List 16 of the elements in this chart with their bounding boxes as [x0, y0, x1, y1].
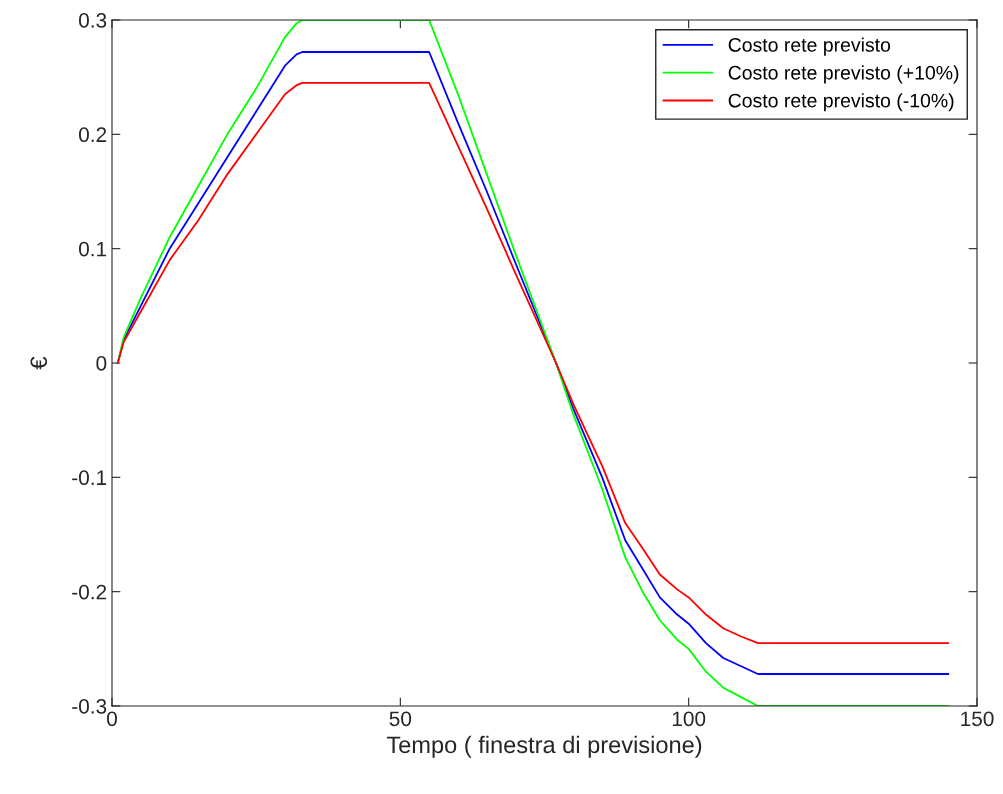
- x-tick-label: 100: [672, 711, 706, 727]
- legend-label: Costo rete previsto (-10%): [728, 93, 954, 112]
- x-tick-label: 0: [107, 711, 117, 727]
- y-tick-label: 0.2: [78, 127, 107, 143]
- y-tick-label: 0: [96, 356, 107, 371]
- y-tick-label: -0.2: [72, 584, 107, 600]
- y-tick-label: 0.1: [78, 241, 107, 257]
- y-axis-title: €: [30, 356, 48, 370]
- y-tick-label: -0.3: [72, 699, 107, 714]
- y-tick-label: -0.1: [72, 470, 107, 486]
- y-tick-label: 0.3: [78, 13, 107, 28]
- x-tick-label: 150: [961, 711, 994, 727]
- x-tick-label: 50: [389, 711, 412, 727]
- legend-label: Costo rete previsto (+10%): [728, 65, 959, 84]
- legend-label: Costo rete previsto: [728, 37, 891, 56]
- x-axis-title: Tempo ( finestra di previsione): [386, 735, 702, 758]
